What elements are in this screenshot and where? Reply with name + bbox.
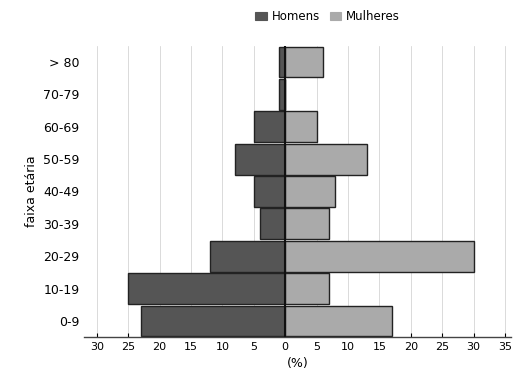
- Bar: [285, 306, 392, 336]
- Y-axis label: faixa etária: faixa etária: [25, 155, 37, 228]
- Bar: [285, 176, 335, 207]
- Bar: [128, 273, 285, 304]
- Bar: [279, 47, 285, 77]
- Bar: [285, 208, 329, 239]
- Bar: [141, 306, 285, 336]
- Bar: [285, 273, 329, 304]
- Bar: [285, 144, 367, 175]
- Bar: [260, 208, 285, 239]
- X-axis label: (%): (%): [287, 357, 309, 370]
- Bar: [210, 241, 285, 272]
- Bar: [285, 47, 323, 77]
- Bar: [279, 79, 285, 110]
- Bar: [254, 176, 285, 207]
- Bar: [285, 241, 474, 272]
- Bar: [285, 111, 317, 142]
- Legend: Homens, Mulheres: Homens, Mulheres: [251, 5, 405, 28]
- Bar: [254, 111, 285, 142]
- Bar: [235, 144, 285, 175]
